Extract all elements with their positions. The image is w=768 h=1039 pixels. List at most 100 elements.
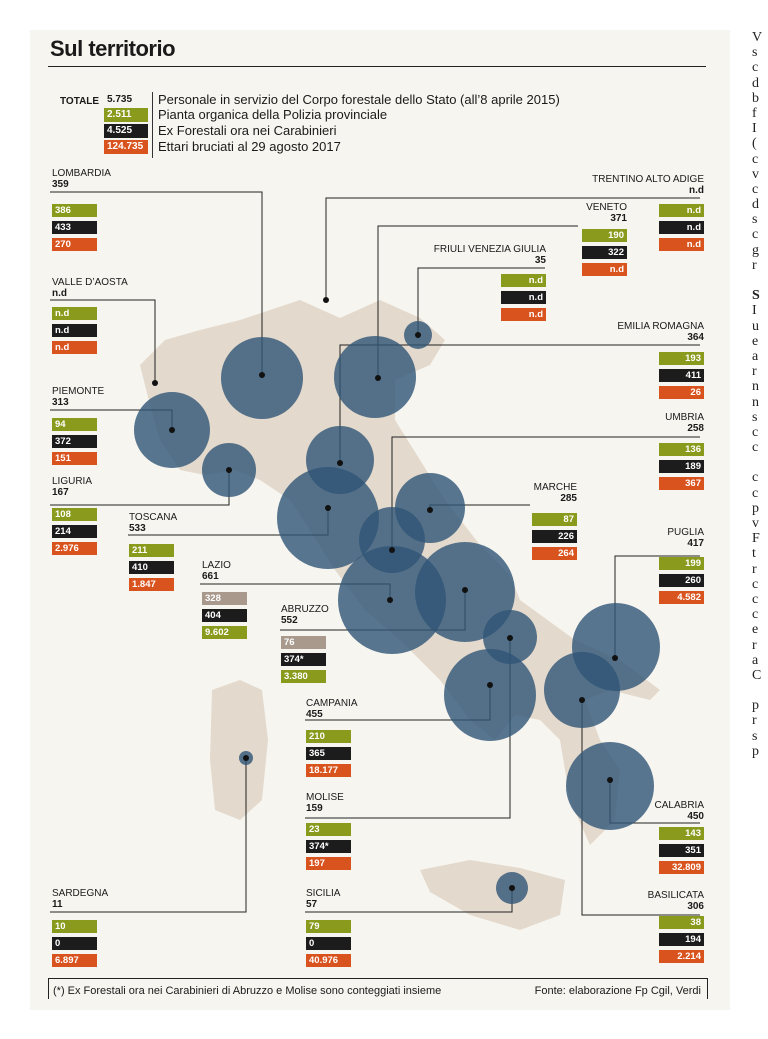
region-personale: 661 <box>202 571 219 582</box>
side-text-line: p <box>752 500 759 516</box>
value-polizia: n.d <box>501 274 546 287</box>
value-carabinieri: 410 <box>129 561 174 574</box>
region-personale: 450 <box>687 811 704 822</box>
page-title: Sul territorio <box>50 36 176 61</box>
value-carabinieri: n.d <box>659 221 704 234</box>
region-personale: 306 <box>687 901 704 912</box>
value-ettari: 18.177 <box>306 764 351 777</box>
value-carabinieri: 194 <box>659 933 704 946</box>
value-polizia: 94 <box>52 418 97 431</box>
land-sardinia <box>210 680 268 820</box>
value-ettari: 197 <box>306 857 351 870</box>
footer-note: (*) Ex Forestali ora nei Carabinieri di … <box>53 985 442 997</box>
value-ettari: 4.582 <box>659 591 704 604</box>
side-text-line: r <box>752 713 757 729</box>
region-personale: 371 <box>610 213 627 224</box>
region-name: LIGURIA <box>52 476 93 487</box>
side-text-line: u <box>752 318 759 334</box>
side-text-line: r <box>752 364 757 380</box>
side-text-line: c <box>752 576 759 592</box>
side-text-line: n <box>752 394 759 410</box>
region-name: CAMPANIA <box>306 698 358 709</box>
value-ettari: 2.214 <box>659 950 704 963</box>
legend-label-carabinieri: Ex Forestali ora nei Carabinieri <box>158 123 337 138</box>
side-text-line: c <box>752 607 759 623</box>
side-text-line: r <box>752 561 757 577</box>
value-polizia: n.d <box>52 307 97 320</box>
region-liguria: LIGURIA 167 108 214 2.976 <box>52 476 97 555</box>
region-personale: n.d <box>52 288 67 299</box>
region-name: BASILICATA <box>647 890 704 901</box>
side-text-line: p <box>752 743 759 759</box>
value-carabinieri: n.d <box>52 324 97 337</box>
region-veneto: VENETO 371 190 322 n.d <box>560 202 627 276</box>
side-text-line: p <box>752 698 759 714</box>
region-personale: 159 <box>306 803 323 814</box>
value-carabinieri: 351 <box>659 844 704 857</box>
region-umbria: UMBRIA 258 136 189 367 <box>560 412 704 490</box>
side-text-line: c <box>752 60 759 76</box>
region-name: UMBRIA <box>665 412 704 423</box>
side-text-line <box>752 273 768 288</box>
side-text-line: c <box>752 227 759 243</box>
region-name: PUGLIA <box>667 527 704 538</box>
value-ettari: 1.847 <box>129 578 174 591</box>
region-name: MOLISE <box>306 792 344 803</box>
leader-dots <box>152 297 618 891</box>
legend-value-ettari: 124.735 <box>104 140 148 154</box>
side-text-line: n <box>752 379 759 395</box>
region-campania: CAMPANIA 455 210 365 18.177 <box>306 698 358 777</box>
value-carabinieri: 372 <box>52 435 97 448</box>
region-name: MARCHE <box>533 482 577 493</box>
value-polizia: 108 <box>52 508 97 521</box>
side-text-line: b <box>752 90 759 106</box>
value-carabinieri: 374* <box>281 653 326 666</box>
side-text-line: r <box>752 257 757 273</box>
region-name: LOMBARDIA <box>52 168 111 179</box>
side-text-line: ( <box>752 136 757 152</box>
value-polizia: 23 <box>306 823 351 836</box>
region-friuli: FRIULI VENEZIA GIULIA 35 n.d n.d n.d <box>420 244 546 321</box>
bubble-veneto <box>334 336 416 418</box>
value-ettari: 32.809 <box>659 861 704 874</box>
value-polizia: 79 <box>306 920 351 933</box>
region-sicilia: SICILIA 57 79 0 40.976 <box>306 888 351 967</box>
bubble-calabria <box>566 742 654 830</box>
legend-label-polizia: Pianta organica della Polizia provincial… <box>158 107 388 122</box>
region-personale: 552 <box>281 615 298 626</box>
region-personale: 258 <box>687 423 704 434</box>
side-text-line: t <box>752 546 756 562</box>
region-name: FRIULI VENEZIA GIULIA <box>433 244 546 255</box>
legend-value-polizia: 2.511 <box>104 108 148 122</box>
region-name: TRENTINO ALTO ADIGE <box>592 174 704 185</box>
land-sicily <box>420 860 565 930</box>
side-text-line: c <box>752 181 759 197</box>
value-carabinieri: 411 <box>659 369 704 382</box>
value-carabinieri: 365 <box>306 747 351 760</box>
region-personale: 313 <box>52 397 69 408</box>
value-carabinieri: 189 <box>659 460 704 473</box>
side-text-line: a <box>752 652 759 668</box>
value-polizia: 386 <box>52 204 97 217</box>
region-lazio: LAZIO 661 328 404 9.602 <box>202 560 247 639</box>
region-personale: 417 <box>687 538 704 549</box>
value-ettari: 3.380 <box>281 670 326 683</box>
region-valle-daosta: VALLE D’AOSTA n.d n.d n.d n.d <box>52 277 128 354</box>
legend-value-carabinieri: 4.525 <box>104 124 148 138</box>
value-ettari: n.d <box>582 263 627 276</box>
side-text-line: e <box>752 622 759 638</box>
region-name: ABRUZZO <box>281 604 329 615</box>
side-text-line: v <box>752 166 759 182</box>
value-ettari: 2.976 <box>52 542 97 555</box>
region-name: PIEMONTE <box>52 386 105 397</box>
value-carabinieri: 260 <box>659 574 704 587</box>
value-polizia: 193 <box>659 352 704 365</box>
value-polizia: 10 <box>52 920 97 933</box>
region-marche: MARCHE 285 87 226 264 <box>480 482 577 560</box>
value-carabinieri: 0 <box>52 937 97 950</box>
region-basilicata: BASILICATA 306 38 194 2.214 <box>560 890 704 963</box>
value-carabinieri: 226 <box>532 530 577 543</box>
value-carabinieri: 404 <box>202 609 247 622</box>
